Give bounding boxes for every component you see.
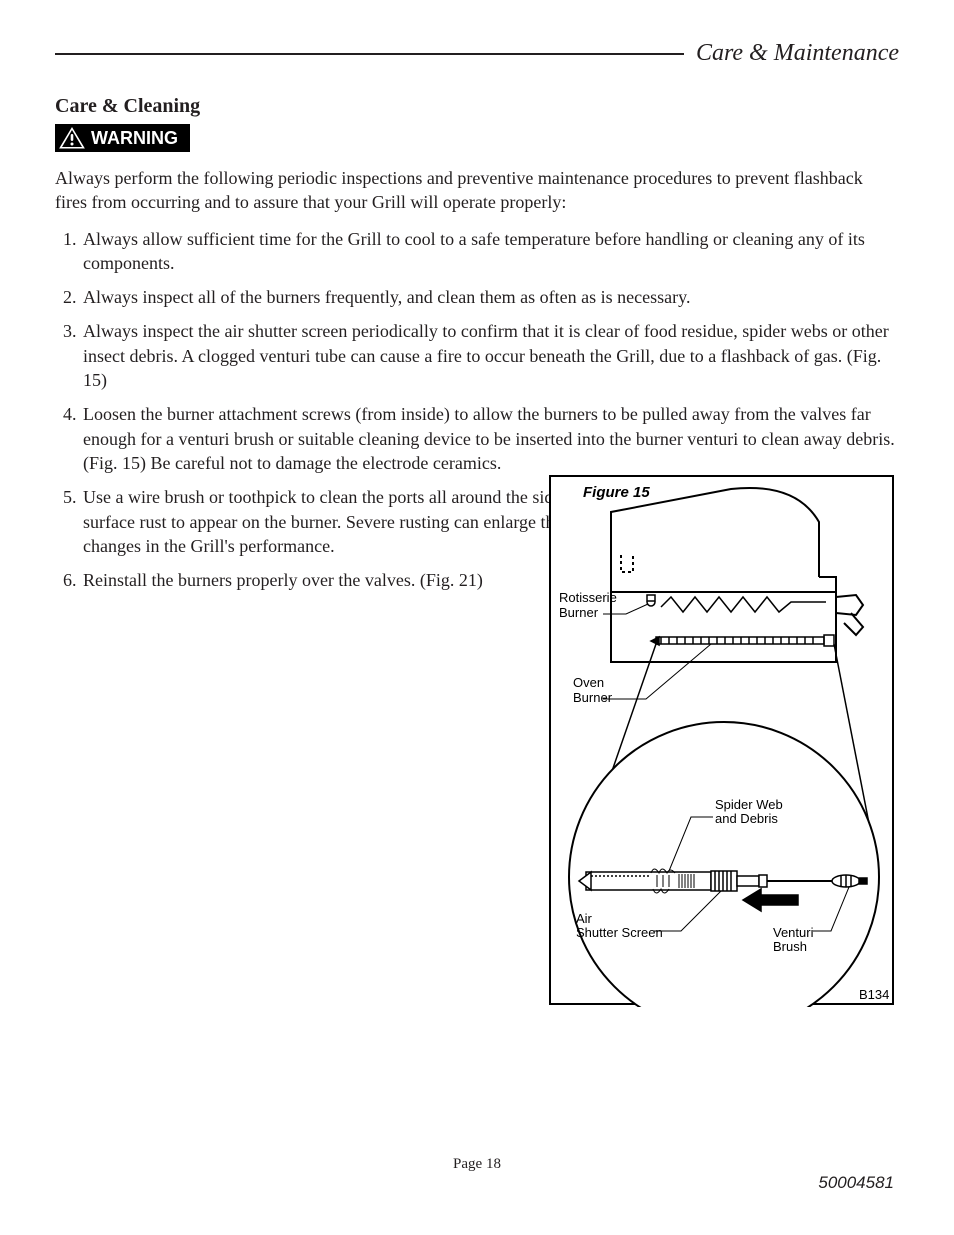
figure-code: B134 [859,987,889,1002]
header-divider [55,53,684,55]
intro-paragraph: Always perform the following periodic in… [55,166,899,215]
header-rule: Care & Maintenance [55,40,899,67]
rotisserie-burner [647,595,826,612]
label-brush: Brush [773,939,807,954]
list-item: Loosen the burner attachment screws (fro… [81,402,899,475]
label-oven: Oven [573,675,604,690]
warning-triangle-icon [59,127,85,149]
label-air: Air [576,911,593,926]
page-number: Page 18 [0,1156,954,1173]
label-shutter: Shutter Screen [576,925,663,940]
warning-box: WARNING [55,124,190,152]
leader-oven [603,644,711,699]
header-title: Care & Maintenance [684,40,899,67]
list-item: Always inspect the air shutter screen pe… [81,319,899,392]
leader-rotisserie [603,604,648,614]
label-spider: Spider Web [715,797,783,812]
page: Care & Maintenance Care & Cleaning WARNI… [0,0,954,1235]
label-burner2: Burner [573,690,613,705]
warning-label: WARNING [91,128,178,149]
list-item: Always inspect all of the burners freque… [81,285,899,309]
section-title: Care & Cleaning [55,95,899,118]
grill-outline [611,488,863,662]
label-rotisserie: Rotisserie [559,590,617,605]
label-venturi: Venturi [773,925,814,940]
label-burner1: Burner [559,605,599,620]
figure-title: Figure 15 [583,484,650,501]
list-item: Always allow sufficient time for the Gri… [81,227,899,276]
detail-circle [569,722,879,1007]
label-debris: and Debris [715,811,778,826]
oven-burner [651,635,834,646]
figure-15: Figure 15 [549,475,894,1005]
document-id: 50004581 [818,1173,894,1193]
